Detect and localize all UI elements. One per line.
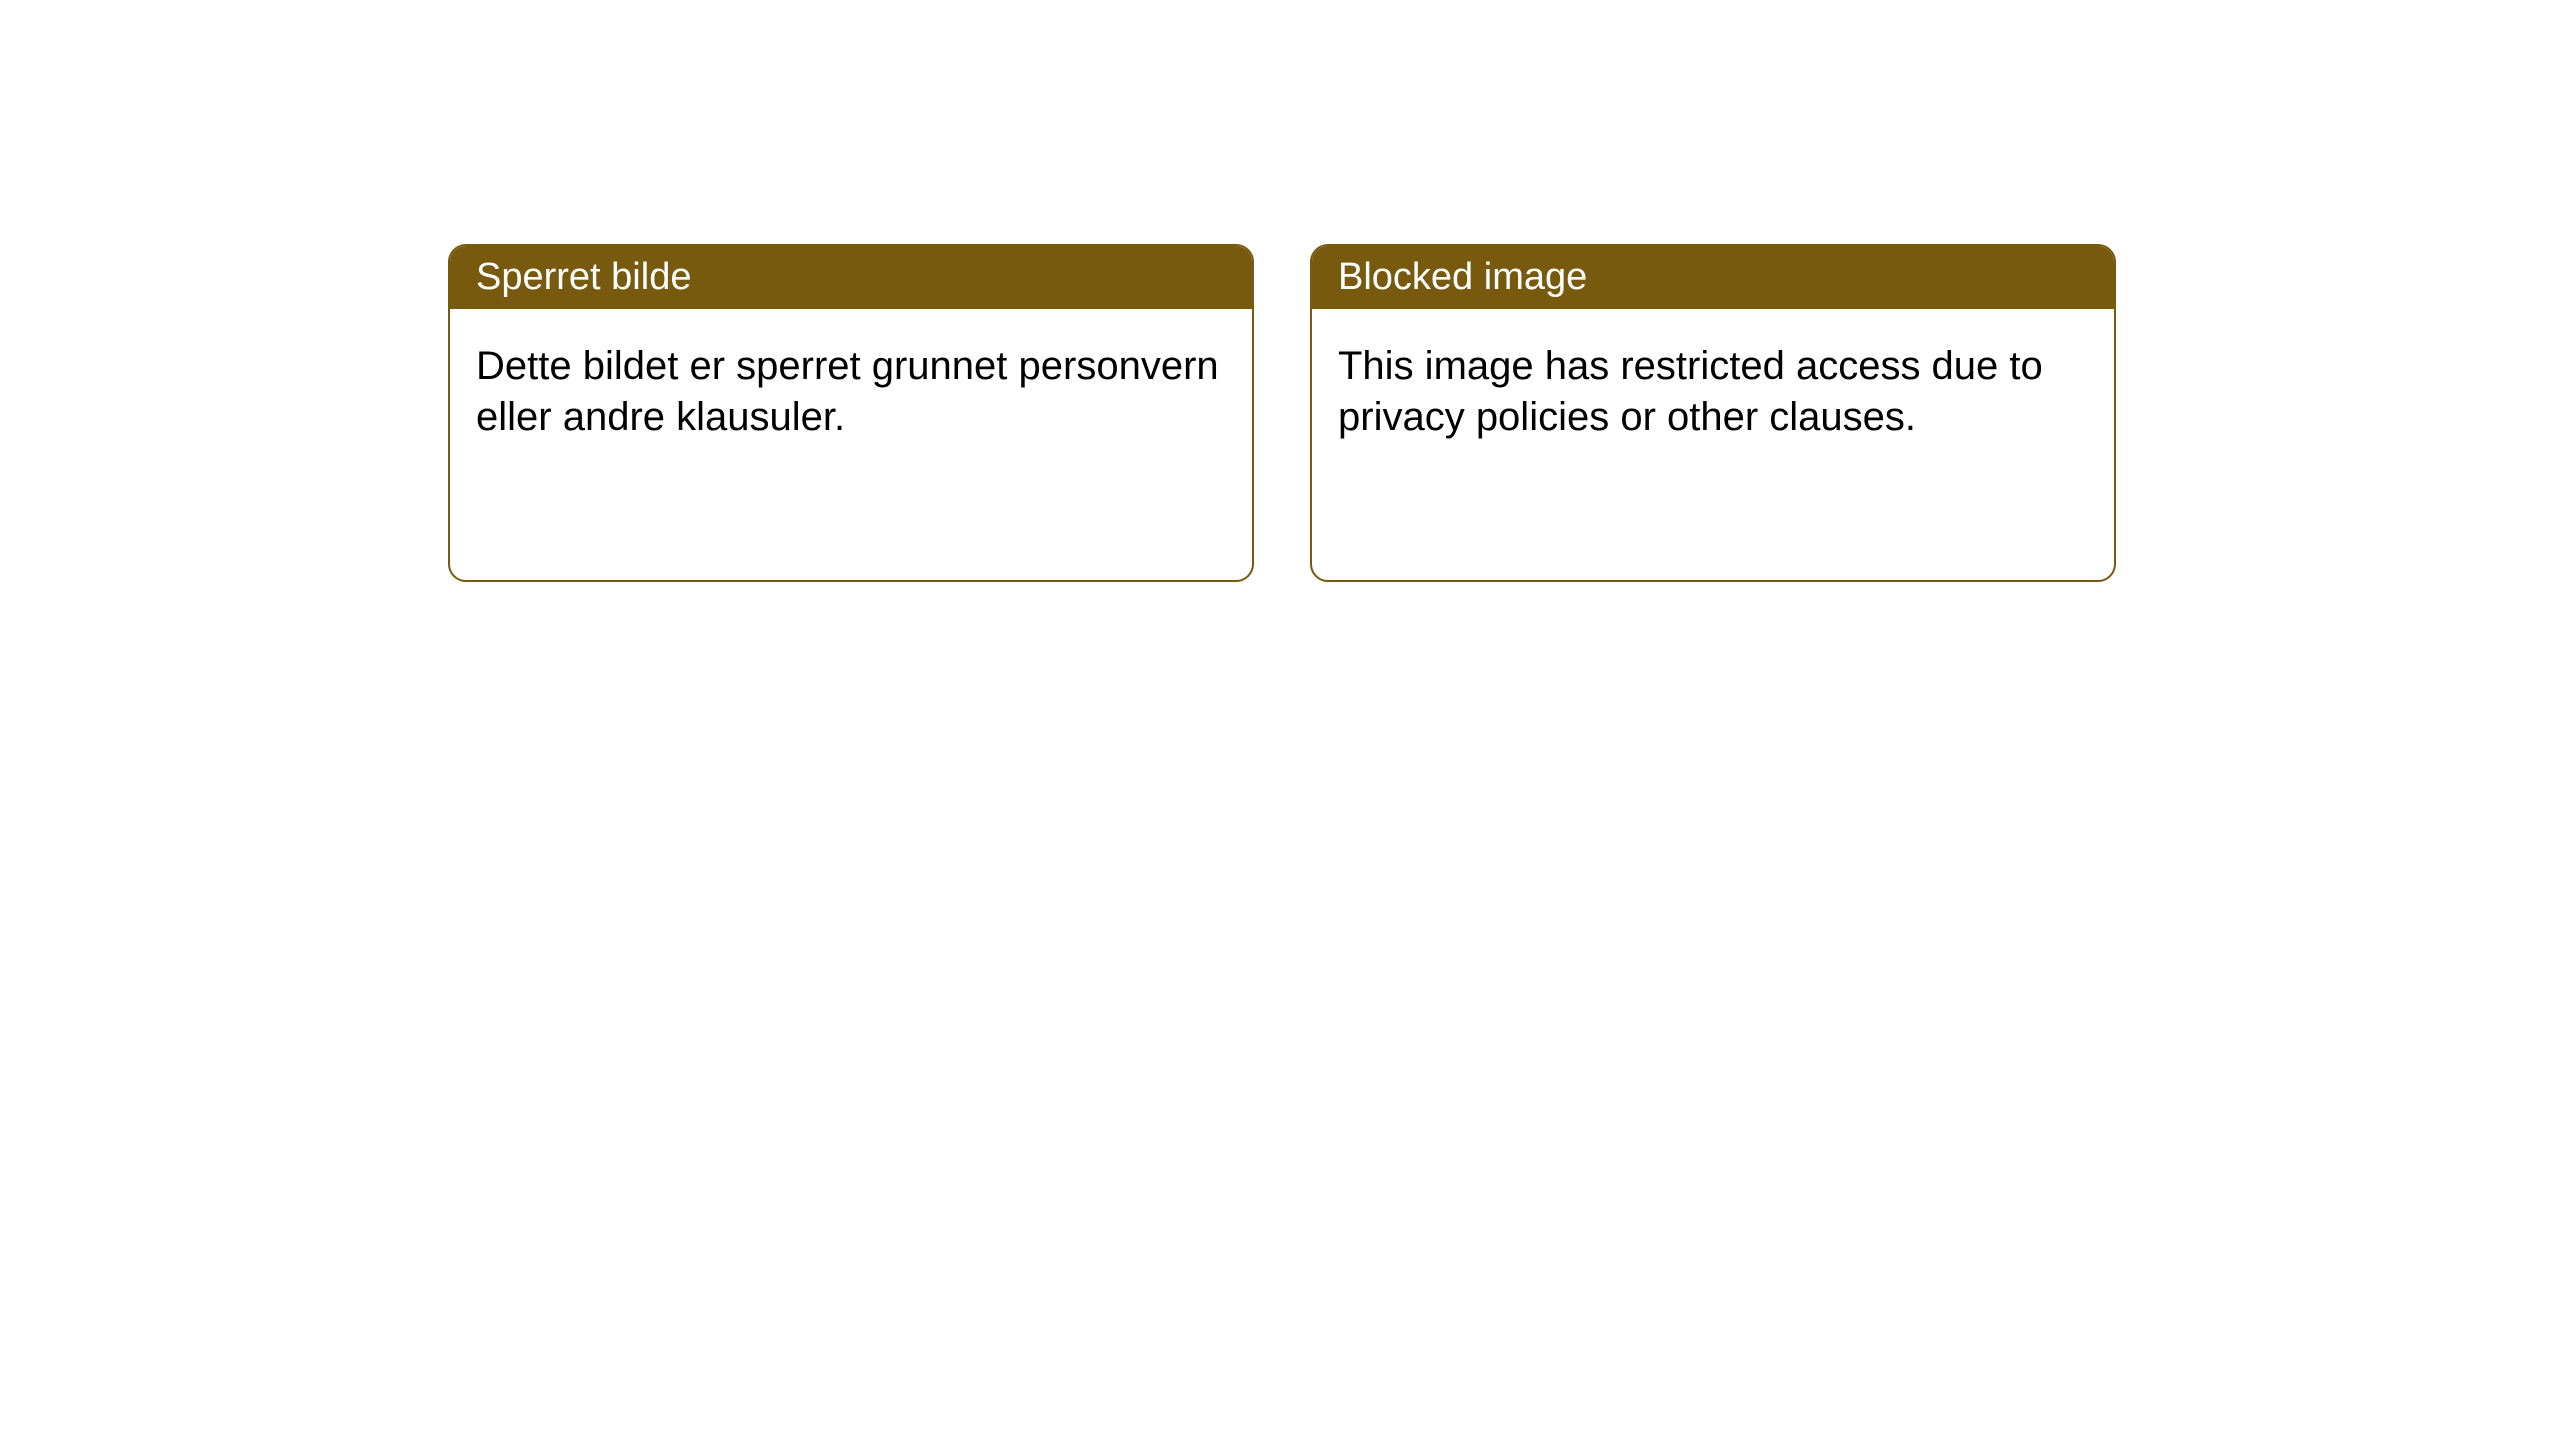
notice-card-body: This image has restricted access due to …	[1312, 309, 2114, 475]
notice-card-title: Sperret bilde	[450, 246, 1252, 309]
notice-card-english: Blocked image This image has restricted …	[1310, 244, 2116, 582]
notice-card-norwegian: Sperret bilde Dette bildet er sperret gr…	[448, 244, 1254, 582]
notice-card-body: Dette bildet er sperret grunnet personve…	[450, 309, 1252, 475]
notice-card-title: Blocked image	[1312, 246, 2114, 309]
notice-cards-container: Sperret bilde Dette bildet er sperret gr…	[448, 244, 2116, 582]
